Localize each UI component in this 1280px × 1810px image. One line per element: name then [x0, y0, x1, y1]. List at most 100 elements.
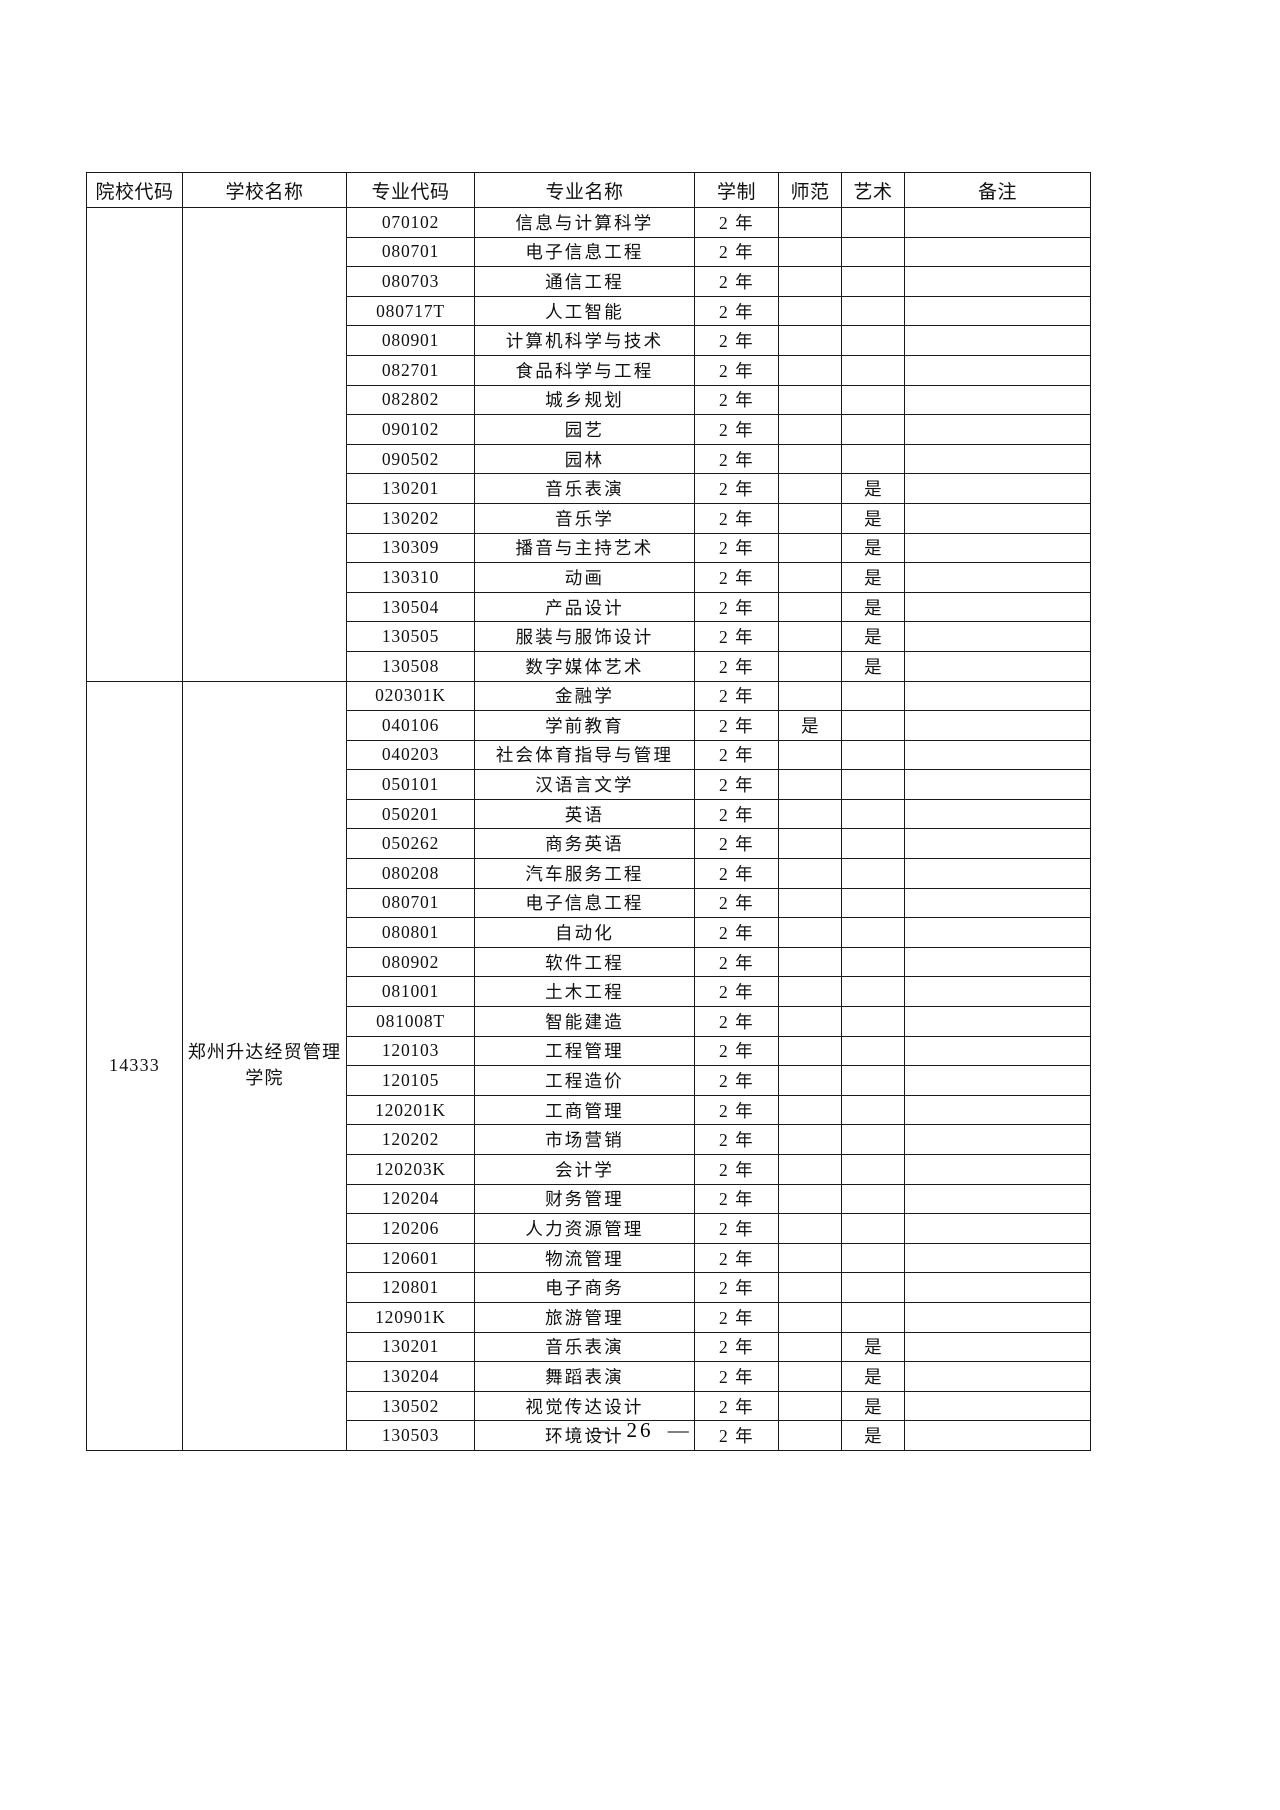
major-name-cell: 旅游管理 — [474, 1301, 695, 1333]
major-name-cell: 环境设计 — [474, 1420, 695, 1451]
major-code-cell: 090502 — [346, 443, 475, 475]
major-code-cell: 120901K — [346, 1301, 475, 1333]
duration-cell: 2 年 — [694, 1331, 779, 1363]
remark-cell — [904, 1154, 1091, 1185]
art-flag-cell — [841, 266, 905, 297]
remark-cell — [904, 1035, 1091, 1067]
remark-cell — [904, 858, 1091, 889]
major-code-cell: 130201 — [346, 1331, 475, 1363]
duration-cell: 2 年 — [694, 473, 779, 504]
major-code-cell: 080208 — [346, 858, 475, 889]
table-header-row: 院校代码 学校名称 专业代码 专业名称 学制 师范 艺术 备注 — [86, 172, 1091, 208]
normal-flag-cell — [778, 1183, 842, 1215]
table-row: 130204 舞蹈表演 2 年 是 — [87, 1361, 1091, 1392]
major-name-cell: 园林 — [474, 443, 695, 475]
major-name-cell: 音乐学 — [474, 502, 695, 534]
table-row: 040203 社会体育指导与管理 2 年 — [87, 739, 1091, 771]
art-flag-cell: 是 — [841, 650, 905, 682]
remark-cell — [904, 207, 1091, 238]
table-row: 130201 音乐表演 2 年 是 — [87, 1331, 1091, 1363]
art-flag-cell — [841, 1094, 905, 1126]
duration-cell: 2 年 — [694, 384, 779, 416]
normal-flag-cell — [778, 1420, 842, 1451]
table-header: 院校代码 学校名称 专业代码 专业名称 学制 师范 艺术 备注 — [86, 172, 1091, 208]
major-name-cell: 园艺 — [474, 414, 695, 445]
normal-flag-cell — [778, 739, 842, 771]
table-row: 130309 播音与主持艺术 2 年 是 — [87, 532, 1091, 564]
normal-flag-cell — [778, 473, 842, 504]
duration-cell: 2 年 — [694, 1390, 779, 1422]
page-footer: — 26 — — [0, 1418, 1280, 1443]
art-flag-cell — [841, 1301, 905, 1333]
normal-flag-cell — [778, 1390, 842, 1422]
major-name-cell: 视觉传达设计 — [474, 1390, 695, 1422]
duration-cell: 2 年 — [694, 414, 779, 445]
table-row: 090502 园林 2 年 — [87, 443, 1091, 475]
school-name-cell: 郑州升达经贸管理学院 — [182, 680, 347, 1451]
duration-cell: 2 年 — [694, 591, 779, 623]
table-row: 080703 通信工程 2 年 — [87, 266, 1091, 297]
table-row: 081001 土木工程 2 年 — [87, 976, 1091, 1008]
major-code-cell: 080703 — [346, 266, 475, 297]
remark-cell — [904, 562, 1091, 593]
normal-flag-cell — [778, 1301, 842, 1333]
normal-flag-cell — [778, 325, 842, 356]
major-name-cell: 学前教育 — [474, 710, 695, 741]
major-name-cell: 商务英语 — [474, 828, 695, 860]
table-row: 080701 电子信息工程 2 年 — [87, 887, 1091, 919]
table-row: 120601 物流管理 2 年 — [87, 1242, 1091, 1274]
major-code-cell: 130202 — [346, 502, 475, 534]
normal-flag-cell — [778, 769, 842, 800]
normal-flag-cell — [778, 1213, 842, 1244]
art-flag-cell — [841, 1272, 905, 1303]
major-name-cell: 软件工程 — [474, 946, 695, 978]
normal-flag-cell — [778, 1094, 842, 1126]
table-row: 120105 工程造价 2 年 — [87, 1065, 1091, 1096]
major-name-cell: 物流管理 — [474, 1242, 695, 1274]
major-name-cell: 人力资源管理 — [474, 1213, 695, 1244]
duration-cell: 2 年 — [694, 532, 779, 564]
major-name-cell: 电子信息工程 — [474, 236, 695, 268]
art-flag-cell: 是 — [841, 562, 905, 593]
normal-flag-cell — [778, 680, 842, 712]
art-flag-cell: 是 — [841, 532, 905, 564]
remark-cell — [904, 798, 1091, 830]
major-code-cell: 120203K — [346, 1154, 475, 1185]
art-flag-cell — [841, 1124, 905, 1155]
normal-flag-cell — [778, 621, 842, 652]
art-flag-cell: 是 — [841, 473, 905, 504]
duration-cell: 2 年 — [694, 621, 779, 652]
remark-cell — [904, 236, 1091, 268]
major-name-cell: 播音与主持艺术 — [474, 532, 695, 564]
major-name-cell: 人工智能 — [474, 295, 695, 327]
major-name-cell: 食品科学与工程 — [474, 354, 695, 386]
column-header-remark: 备注 — [904, 172, 1091, 208]
normal-flag-cell — [778, 1035, 842, 1067]
column-header-school-name: 学校名称 — [182, 172, 347, 208]
normal-flag-cell — [778, 354, 842, 386]
major-code-cell: 130504 — [346, 591, 475, 623]
art-flag-cell — [841, 739, 905, 771]
normal-flag-cell — [778, 798, 842, 830]
major-name-cell: 工商管理 — [474, 1094, 695, 1126]
art-flag-cell — [841, 917, 905, 948]
duration-cell: 2 年 — [694, 1035, 779, 1067]
art-flag-cell — [841, 769, 905, 800]
table-row: 130504 产品设计 2 年 是 — [87, 591, 1091, 623]
major-name-cell: 舞蹈表演 — [474, 1361, 695, 1392]
remark-cell — [904, 414, 1091, 445]
major-code-cell: 120206 — [346, 1213, 475, 1244]
normal-flag-cell — [778, 858, 842, 889]
major-name-cell: 自动化 — [474, 917, 695, 948]
table-row: 120206 人力资源管理 2 年 — [87, 1213, 1091, 1244]
normal-flag-cell — [778, 384, 842, 416]
normal-flag-cell — [778, 266, 842, 297]
column-header-duration: 学制 — [694, 172, 779, 208]
normal-flag-cell — [778, 1006, 842, 1037]
normal-flag-cell — [778, 443, 842, 475]
remark-cell — [904, 1065, 1091, 1096]
duration-cell: 2 年 — [694, 917, 779, 948]
remark-cell — [904, 1361, 1091, 1392]
normal-flag-cell — [778, 946, 842, 978]
